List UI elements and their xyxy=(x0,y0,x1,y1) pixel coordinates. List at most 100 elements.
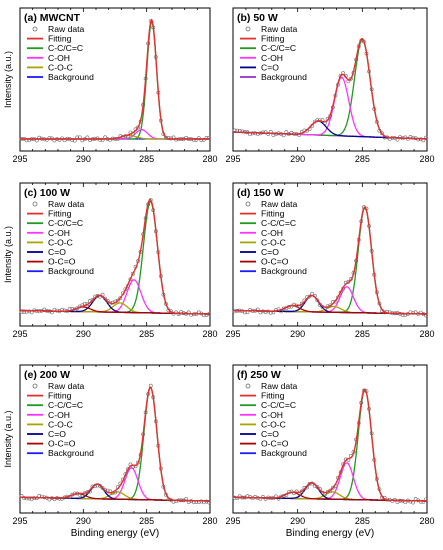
raw-data-point xyxy=(115,298,120,303)
legend-marker xyxy=(245,383,251,389)
legend-label: C-C/C=C xyxy=(261,400,296,410)
raw-data-point xyxy=(416,137,421,142)
raw-data-point xyxy=(240,129,245,134)
legend-label: O-C=O xyxy=(48,257,76,267)
raw-data-point xyxy=(411,135,415,140)
x-tick-label: 290 xyxy=(76,329,91,339)
raw-data-point xyxy=(44,137,49,142)
raw-data-point xyxy=(263,130,268,135)
panel-title: (c) 100 W xyxy=(24,187,70,199)
x-tick-label: 295 xyxy=(225,516,240,526)
y-axis-label: Intensity (a.u.) xyxy=(3,51,13,108)
legend-label: Background xyxy=(48,266,94,276)
x-axis-label: Binding energy (eV) xyxy=(71,528,159,539)
raw-data-point xyxy=(294,489,299,494)
legend-label: C-OH xyxy=(261,228,283,238)
legend-label: Raw data xyxy=(48,381,85,391)
legend-label: C-OH xyxy=(48,410,70,420)
x-tick-label: 295 xyxy=(225,329,240,339)
legend-marker xyxy=(245,201,251,207)
legend-label: C-C/C=C xyxy=(261,43,296,53)
raw-data-point xyxy=(411,310,415,315)
panel-title: (b) 50 W xyxy=(237,12,278,24)
fitting-curve xyxy=(232,388,428,502)
legend-label: Raw data xyxy=(48,24,85,34)
legend-label: Fitting xyxy=(48,34,72,44)
x-tick-label: 285 xyxy=(355,516,370,526)
raw-data-point xyxy=(330,485,335,490)
fitting-curve xyxy=(20,18,210,140)
xps-panel-4: 295 290 285 280 Binding energy (eV) Intensity… xyxy=(3,364,218,539)
x-tick-label: 280 xyxy=(202,329,217,339)
component-curve xyxy=(232,120,428,140)
x-tick-label: 290 xyxy=(76,154,91,164)
xps-panel-0: 295 290 285 280 Intensity (a.u.) (a) MWCNTRaw… xyxy=(3,7,218,164)
raw-data-point xyxy=(307,481,312,486)
x-tick-label: 290 xyxy=(76,516,91,526)
raw-data-point xyxy=(328,488,333,493)
x-tick-label: 280 xyxy=(202,516,217,526)
x-tick-label: 295 xyxy=(225,154,240,164)
legend-label: C=O xyxy=(48,429,66,439)
raw-data-point xyxy=(232,309,237,314)
panel-title: (a) MWCNT xyxy=(24,12,81,24)
raw-data-point xyxy=(292,302,296,307)
xps-panel-5: 295 290 285 280 Binding energy (eV) (f) 250 W… xyxy=(225,364,435,539)
raw-data-point xyxy=(174,499,178,504)
legend-label: Fitting xyxy=(261,34,285,44)
component-curve xyxy=(232,76,428,140)
legend-label: Background xyxy=(261,72,307,82)
x-tick-label: 285 xyxy=(355,329,370,339)
fitting-curve xyxy=(19,198,211,315)
panel-title: (d) 150 W xyxy=(237,187,284,199)
legend-label: O-C=O xyxy=(261,257,289,267)
plot-frame xyxy=(232,364,428,514)
fitting-curve xyxy=(232,37,428,140)
plot-frame xyxy=(232,182,428,327)
legend-label: Background xyxy=(48,72,94,82)
legend-label: Fitting xyxy=(48,391,72,401)
raw-data-point xyxy=(133,464,138,469)
raw-data-point xyxy=(315,485,320,489)
x-tick-label: 295 xyxy=(12,329,27,339)
x-tick-label: 285 xyxy=(139,329,154,339)
legend-label: C-C/C=C xyxy=(261,218,296,228)
x-axis-label: Binding energy (eV) xyxy=(286,528,374,539)
legend-label: Raw data xyxy=(48,199,85,209)
x-tick-label: 285 xyxy=(355,154,370,164)
x-tick-label: 285 xyxy=(139,516,154,526)
legend-marker xyxy=(245,26,251,32)
legend-label: C=O xyxy=(261,247,279,257)
y-axis-label: Intensity (a.u.) xyxy=(3,226,13,283)
raw-data-point xyxy=(100,486,105,490)
legend-label: C=O xyxy=(261,429,279,439)
panel-title: (e) 200 W xyxy=(24,369,70,381)
raw-data-point xyxy=(191,137,196,142)
raw-data-point xyxy=(27,137,32,142)
legend-label: C-OH xyxy=(261,53,283,63)
plot-frame xyxy=(232,7,428,152)
legend-label: C-O-C xyxy=(48,419,73,429)
raw-data-point xyxy=(103,487,108,492)
component-curve xyxy=(232,491,428,502)
raw-data-point xyxy=(98,137,102,142)
legend-label: C-C/C=C xyxy=(48,218,83,228)
legend-label: Raw data xyxy=(261,24,298,34)
raw-data-point xyxy=(103,296,108,301)
legend-label: C-O-C xyxy=(261,237,286,247)
legend-label: C-OH xyxy=(261,410,283,420)
legend-label: C-O-C xyxy=(261,419,286,429)
legend-label: Raw data xyxy=(261,199,298,209)
legend-label: O-C=O xyxy=(48,439,76,449)
legend-label: Background xyxy=(48,448,94,458)
plot-frame xyxy=(19,182,211,327)
legend-marker xyxy=(32,201,38,207)
raw-data-point xyxy=(90,298,95,302)
legend-label: C-C/C=C xyxy=(48,400,83,410)
legend-label: C-OH xyxy=(48,228,70,238)
legend-marker xyxy=(32,26,38,32)
x-tick-label: 290 xyxy=(290,516,305,526)
